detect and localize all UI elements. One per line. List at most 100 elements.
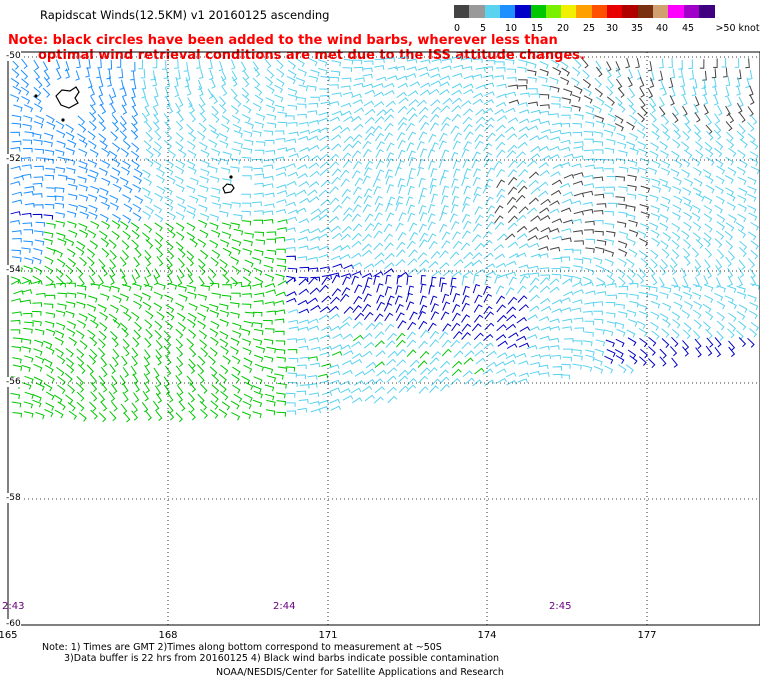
- wind-barb: [321, 276, 331, 286]
- wind-barb: [298, 399, 309, 404]
- wind-barb: [154, 268, 161, 279]
- wind-barb: [574, 327, 585, 332]
- wind-barb: [244, 259, 254, 268]
- wind-barb: [221, 123, 230, 133]
- wind-barb: [88, 194, 98, 202]
- wind-barb: [693, 319, 702, 330]
- wind-barb: [671, 311, 681, 321]
- wind-barb: [199, 400, 208, 411]
- wind-barb: [427, 149, 436, 159]
- wind-barb: [497, 352, 508, 359]
- wind-barb: [145, 121, 153, 133]
- wind-barb: [705, 148, 714, 158]
- wind-barb: [144, 97, 150, 108]
- wind-barb: [592, 104, 602, 114]
- wind-barb: [605, 339, 615, 348]
- wind-barb: [35, 221, 46, 227]
- wind-barb: [231, 114, 241, 124]
- wind-barb: [111, 114, 119, 125]
- wind-barb: [603, 329, 614, 337]
- wind-barb: [176, 275, 183, 286]
- wind-barb: [254, 94, 264, 104]
- wind-barb: [132, 373, 139, 384]
- wind-barb: [45, 346, 55, 355]
- wind-barb: [395, 201, 403, 212]
- wind-barb: [219, 266, 228, 277]
- wind-barb: [605, 186, 615, 192]
- wind-barb: [243, 130, 253, 138]
- wind-barb: [177, 322, 187, 332]
- wind-barb: [483, 142, 493, 152]
- wind-barb: [538, 181, 549, 189]
- wind-barb: [365, 125, 376, 134]
- wind-barb: [153, 96, 159, 107]
- wind-barb: [530, 93, 540, 98]
- wind-barb: [286, 297, 297, 303]
- wind-barb: [693, 124, 701, 135]
- wind-barb: [361, 272, 373, 278]
- wind-barb: [484, 275, 492, 286]
- wind-barb: [528, 88, 538, 93]
- wind-barb: [321, 345, 333, 351]
- wind-barb: [55, 268, 64, 278]
- wind-barb: [110, 304, 119, 314]
- wind-barb: [716, 213, 726, 223]
- wind-barb: [505, 372, 517, 378]
- wind-barb: [669, 264, 677, 275]
- wind-barb: [419, 350, 430, 359]
- wind-barb: [285, 227, 296, 232]
- wind-barb: [154, 192, 163, 202]
- wind-barb: [197, 320, 206, 330]
- wind-barb: [144, 256, 152, 267]
- wind-barb: [563, 153, 574, 159]
- wind-barb: [494, 274, 502, 284]
- wind-barb: [439, 132, 448, 142]
- wind-barb: [517, 66, 527, 73]
- wind-barb: [88, 211, 98, 220]
- wind-barb: [165, 159, 174, 169]
- wind-barb: [112, 142, 121, 152]
- wind-barb: [242, 104, 252, 114]
- wind-barb: [122, 230, 131, 240]
- wind-barb: [637, 112, 646, 123]
- wind-barb: [32, 132, 42, 140]
- wind-barb: [332, 245, 343, 251]
- wind-barb: [98, 121, 107, 132]
- wind-barb: [161, 60, 167, 70]
- wind-barb: [506, 314, 517, 322]
- wind-barb: [648, 346, 656, 356]
- wind-barb: [12, 256, 22, 262]
- wind-barb: [396, 91, 407, 99]
- wind-barb: [639, 97, 646, 108]
- wind-barb: [186, 338, 195, 348]
- wind-barb: [276, 68, 285, 78]
- wind-barb: [263, 338, 274, 345]
- wind-barb: [320, 334, 331, 339]
- wind-barb: [99, 213, 109, 223]
- wind-barb: [243, 357, 253, 366]
- wind-barb: [385, 340, 396, 348]
- wind-barb: [340, 380, 351, 386]
- wind-barb: [672, 231, 681, 241]
- wind-barb: [66, 328, 76, 337]
- wind-barb: [164, 202, 174, 212]
- wind-barb: [145, 131, 154, 142]
- wind-barb: [595, 328, 605, 335]
- wind-barb: [44, 149, 55, 156]
- wind-barb: [738, 123, 746, 134]
- wind-barb: [32, 193, 43, 198]
- wind-barb: [340, 253, 351, 260]
- wind-barb: [331, 143, 342, 151]
- wind-barb: [711, 68, 717, 79]
- wind-barb: [406, 339, 417, 348]
- wind-barb: [218, 408, 228, 418]
- wind-barb: [693, 167, 702, 176]
- wind-barb: [651, 123, 660, 133]
- wind-barb: [254, 231, 265, 237]
- wind-barb: [506, 68, 517, 74]
- wind-barb: [617, 203, 627, 209]
- wind-barb: [660, 149, 669, 159]
- wind-barb: [45, 283, 56, 289]
- wind-barb: [88, 140, 97, 150]
